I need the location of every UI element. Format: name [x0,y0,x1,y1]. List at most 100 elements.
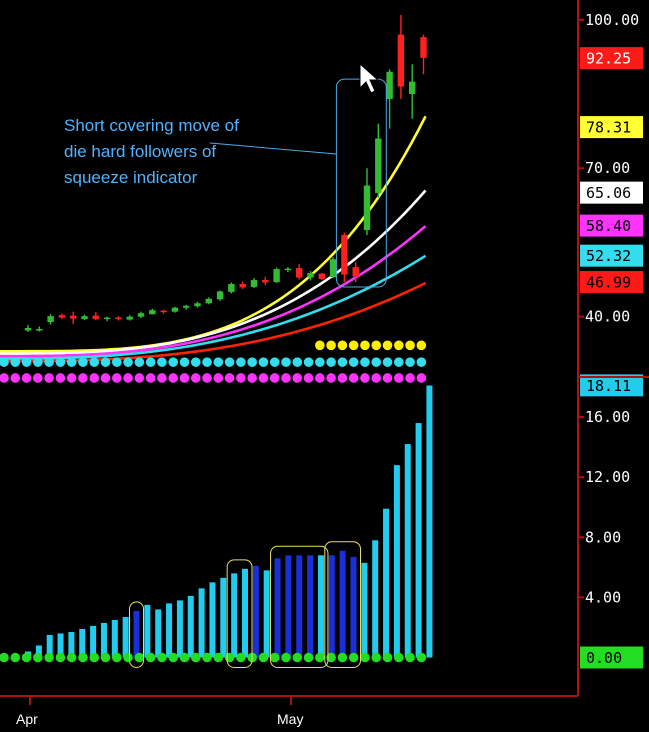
zero-line-dot [416,652,427,663]
squeeze-dot [348,357,359,367]
squeeze-dot [134,357,145,367]
zero-line-dot [326,652,336,663]
momentum-bar [111,619,118,658]
squeeze-dot [292,373,303,383]
candle-body [262,280,269,283]
squeeze-dot [168,357,178,367]
zero-line-dot [202,652,212,663]
squeeze-dot [157,357,167,367]
zero-line-dot [371,652,382,663]
indicator-tag [580,646,643,669]
price-tag-label: 65.06 [586,184,631,202]
zero-line-dot [145,652,156,663]
squeeze-dot [33,373,43,383]
zero-line-dot [213,652,224,663]
zero-line-dot [179,652,190,663]
candle-body [307,273,314,278]
squeeze-dot [213,357,224,367]
momentum-bar [361,562,368,658]
zero-line-dot [21,652,32,663]
zero-line-dot [337,652,348,663]
squeeze-dot [224,357,235,367]
highlight-oval [226,559,253,668]
indicator-tick-label: 12.00 [585,468,630,486]
squeeze-dot [258,373,269,383]
squeeze-dot [337,357,348,367]
squeeze-dot [236,373,246,383]
zero-line-dot [44,652,54,663]
squeeze-dot [394,357,404,367]
squeeze-dot [360,340,370,351]
momentum-bar [415,423,422,658]
squeeze-dot [281,373,291,383]
candle-body [103,317,111,320]
indicator-panel: 16.00 12.00 8.00 4.00 18.11 0.00 [0,374,643,669]
momentum-bar [220,577,227,658]
squeeze-dot [269,357,280,367]
momentum-bar [317,555,324,658]
squeeze-dot [348,373,359,383]
annotation-text: squeeze indicator [64,168,198,187]
momentum-bar [274,558,281,658]
zero-line-dot [236,652,246,663]
squeeze-dot [360,357,370,367]
squeeze-dot [281,357,291,367]
squeeze-dot [382,340,393,351]
squeeze-dot [100,357,111,367]
candle-body [47,316,54,323]
zero-line-dot [89,652,100,663]
squeeze-dot [55,373,66,383]
candle-body [183,305,190,308]
candle-body [126,316,133,320]
squeeze-dot [360,373,370,383]
zero-line-dot [394,652,404,663]
momentum-bar [122,616,129,658]
price-tag-label: 46.99 [586,274,631,292]
price-tag [580,271,643,294]
zero-line-dot [190,652,201,663]
candle-body [149,310,156,315]
momentum-bar [57,633,64,658]
indicator-tag [580,374,643,397]
squeeze-dot [405,357,415,367]
squeeze-dot [303,373,314,383]
squeeze-dot [78,357,88,367]
price-tag-label: 92.25 [586,50,631,68]
price-tag [580,181,643,204]
momentum-bar [90,625,97,658]
squeeze-dot [247,357,257,367]
squeeze-dot [168,373,178,383]
candle-body [36,329,43,331]
candle-body [352,267,359,277]
squeeze-dot [394,373,404,383]
momentum-bar [198,588,205,658]
squeeze-dot [326,373,336,383]
candle-body [397,34,405,87]
momentum-bar [285,555,292,658]
zero-line-dot [224,652,235,663]
squeeze-dot [134,373,145,383]
squeeze-dot [55,357,66,367]
candle-body [341,235,348,275]
candle-body [386,71,393,99]
momentum-bar [176,600,183,658]
annotation-text: Short covering move of [64,116,239,135]
zero-line-dot [405,652,415,663]
candle-body [160,310,167,313]
squeeze-dot [337,373,348,383]
squeeze-dot [416,373,427,383]
squeeze-dot [394,340,404,351]
momentum-bar [296,555,303,658]
momentum-bar [350,556,357,658]
squeeze-dot [326,340,336,351]
zero-line-dot [157,652,167,663]
squeeze-dot [303,357,314,367]
price-tick-label: 40.00 [585,308,630,326]
squeeze-dot [44,357,54,367]
squeeze-dot [21,357,32,367]
squeeze-dot [123,373,133,383]
squeeze-dot [100,373,111,383]
squeeze-dot [89,357,100,367]
price-tick-label: 100.00 [585,11,639,29]
